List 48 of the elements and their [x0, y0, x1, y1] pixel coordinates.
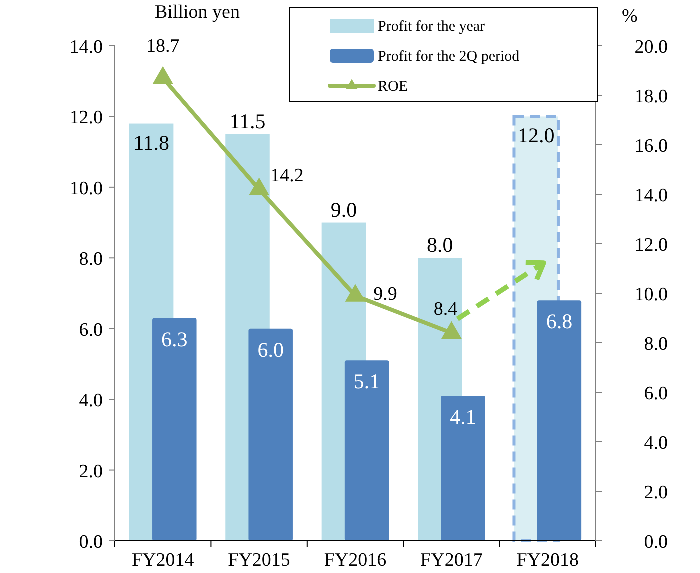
data-label: 6.8 — [546, 310, 573, 334]
y2-tick-label: 6.0 — [644, 384, 668, 404]
legend-label: ROE — [378, 79, 408, 95]
y2-tick-label: 2.0 — [644, 482, 668, 504]
data-label: 8.4 — [434, 299, 458, 320]
legend-label: Profit for the 2Q period — [378, 49, 520, 65]
x-tick-label: FY2016 — [324, 550, 387, 571]
bar — [152, 318, 197, 541]
bar — [344, 360, 390, 541]
bar — [441, 396, 486, 541]
y-tick-label: 2.0 — [79, 461, 103, 482]
y-tick-label: 14.0 — [70, 37, 103, 58]
y-tick-label: 4.0 — [79, 390, 103, 412]
legend-label: Profit for the year — [378, 19, 486, 35]
y-tick-label: 10.0 — [70, 178, 103, 200]
y2-tick-label: 16.0 — [634, 136, 668, 157]
y2-tick-label: 14.0 — [634, 186, 668, 206]
data-label: 12.0 — [518, 124, 555, 148]
y2-tick-label: 0.0 — [644, 532, 668, 553]
y2-tick-label: 12.0 — [634, 235, 668, 256]
y2-tick-label: 20.0 — [634, 37, 668, 58]
data-label: 11.8 — [134, 130, 170, 155]
y2-tick-label: 18.0 — [634, 86, 668, 108]
x-tick-label: FY2015 — [228, 550, 290, 571]
y2-tick-label: 8.0 — [644, 334, 668, 355]
y-tick-label: 0.0 — [79, 532, 103, 553]
y-tick-label: 6.0 — [79, 320, 103, 341]
data-label: 11.5 — [230, 109, 266, 134]
data-label: 6.3 — [162, 327, 188, 352]
x-tick-label: FY2014 — [132, 550, 195, 571]
data-label: 14.2 — [270, 166, 304, 187]
y2-axis-title: % — [622, 6, 638, 27]
y2-tick-label: 4.0 — [644, 433, 668, 454]
data-label: 4.1 — [450, 405, 476, 430]
data-label: 9.9 — [374, 284, 398, 305]
y-tick-label: 12.0 — [70, 108, 103, 129]
data-label: 5.1 — [354, 370, 380, 394]
data-label: 9.0 — [330, 198, 358, 222]
bar — [248, 328, 293, 541]
bar — [537, 300, 582, 541]
y-axis-title: Billion yen — [155, 2, 240, 23]
x-tick-label: FY2018 — [516, 550, 580, 571]
x-tick-label: FY2017 — [420, 550, 483, 571]
data-label: 8.0 — [427, 233, 454, 258]
data-label: 18.7 — [146, 36, 180, 58]
y-tick-label: 8.0 — [79, 249, 103, 270]
data-label: 6.0 — [258, 338, 284, 362]
y2-tick-label: 10.0 — [634, 284, 668, 306]
